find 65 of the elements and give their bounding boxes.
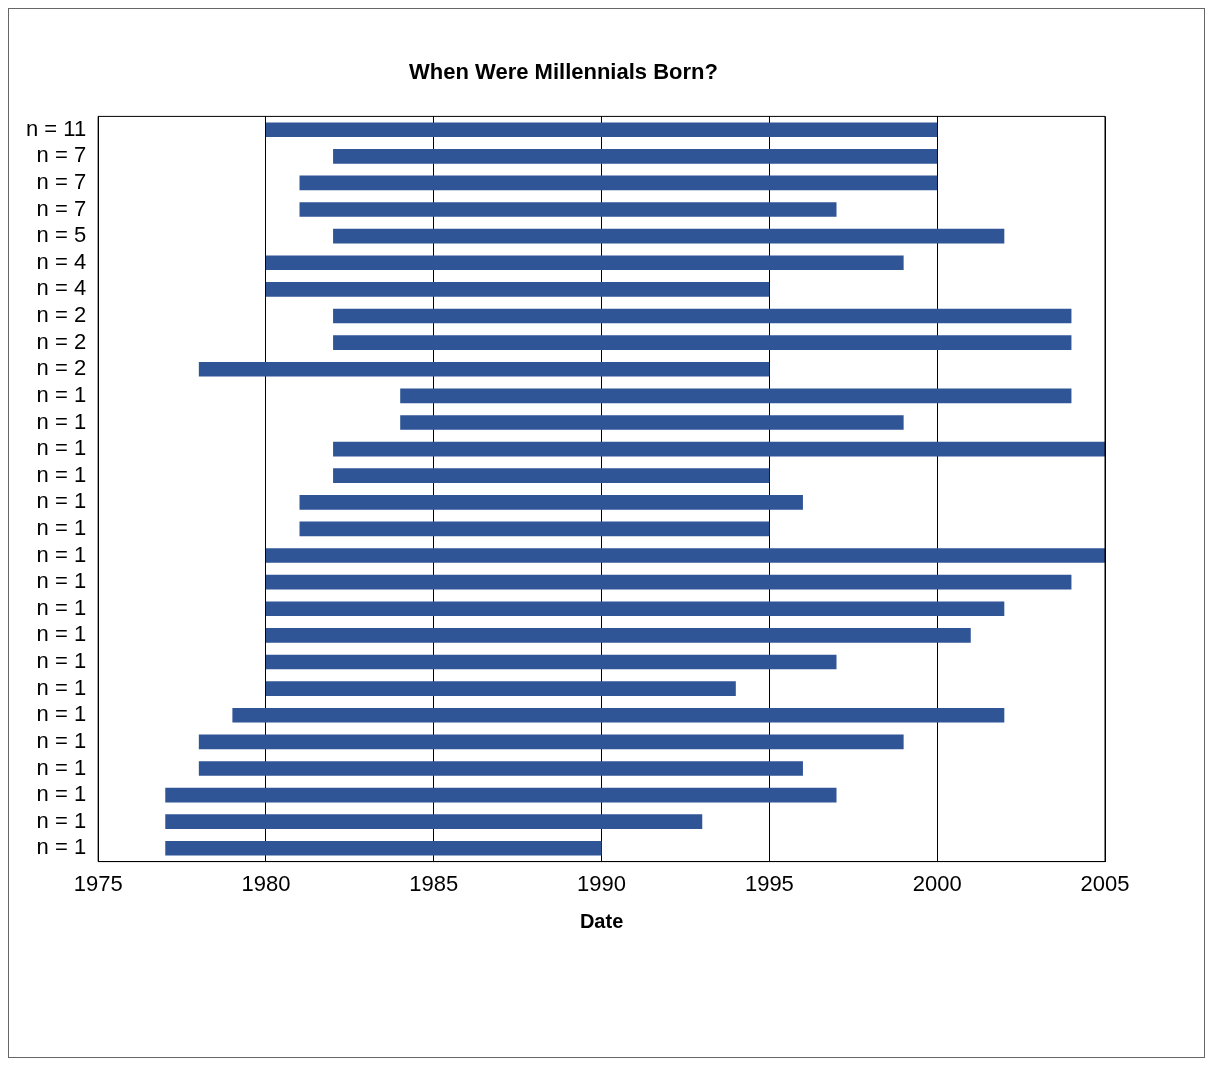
bar	[265, 628, 971, 643]
y-tick-label: n = 1	[36, 461, 87, 487]
y-tick-label: n = 1	[36, 648, 87, 674]
y-tick-label: n = 1	[36, 408, 87, 434]
y-tick-label: n = 1	[36, 754, 87, 780]
y-tick-label: n = 1	[36, 621, 87, 647]
y-tick-label: n = 1	[36, 781, 87, 807]
x-tick-label: 1990	[577, 870, 627, 896]
bar	[299, 202, 837, 217]
bar	[333, 468, 770, 484]
bar	[265, 601, 1005, 617]
y-tick-label: n = 1	[36, 514, 87, 540]
bar	[265, 122, 938, 138]
bar	[165, 840, 602, 856]
y-tick-label: n = 1	[36, 674, 87, 700]
y-tick-label: n = 1	[36, 807, 87, 833]
x-tick-label: 1985	[409, 870, 459, 896]
y-tick-label: n = 1	[36, 727, 87, 753]
bar	[333, 228, 1005, 244]
bar	[165, 814, 703, 829]
bar	[265, 681, 736, 696]
y-tick-label: n = 7	[36, 169, 87, 194]
y-tick-label: n = 5	[36, 222, 87, 248]
y-tick-label: n = 2	[36, 302, 87, 328]
bar	[165, 787, 837, 803]
x-tick-label: 1995	[744, 870, 794, 896]
y-tick-label: n = 1	[36, 594, 87, 620]
bar	[265, 255, 904, 271]
y-tick-label: n = 11	[25, 115, 87, 141]
y-tick-label: n = 7	[36, 195, 87, 221]
bar	[400, 415, 904, 430]
y-tick-label: n = 4	[36, 275, 87, 301]
bar	[265, 654, 837, 670]
bar	[333, 441, 1105, 457]
bar	[265, 574, 1072, 590]
bar	[198, 361, 770, 377]
bar	[299, 521, 770, 537]
x-axis-title: Date	[579, 909, 624, 932]
bar	[265, 282, 770, 297]
y-tick-label: n = 1	[36, 435, 87, 461]
bar	[265, 548, 1105, 563]
bar	[299, 175, 938, 191]
bar	[400, 388, 1072, 404]
bar	[232, 707, 1005, 723]
y-tick-label: n = 1	[36, 834, 87, 860]
bar	[333, 335, 1072, 350]
y-tick-label: n = 1	[36, 381, 87, 407]
bar	[299, 494, 803, 510]
bar	[198, 734, 904, 750]
y-tick-label: n = 2	[36, 328, 87, 354]
y-tick-label: n = 1	[36, 541, 87, 567]
x-tick-label: 2000	[912, 870, 962, 896]
chart-title: When Were Millennials Born?	[409, 59, 718, 85]
y-tick-label: n = 4	[36, 248, 87, 274]
y-tick-label: n = 1	[36, 701, 87, 727]
x-tick-label: 2005	[1080, 870, 1130, 896]
x-tick-label: 1980	[241, 870, 291, 896]
x-tick-label: 1975	[73, 870, 123, 896]
bar	[198, 761, 803, 776]
y-tick-label: n = 2	[36, 355, 87, 381]
y-tick-label: n = 1	[36, 568, 87, 594]
bar	[333, 308, 1072, 324]
y-tick-label: n = 7	[36, 142, 87, 168]
bar	[333, 149, 938, 164]
y-tick-label: n = 1	[36, 488, 87, 514]
